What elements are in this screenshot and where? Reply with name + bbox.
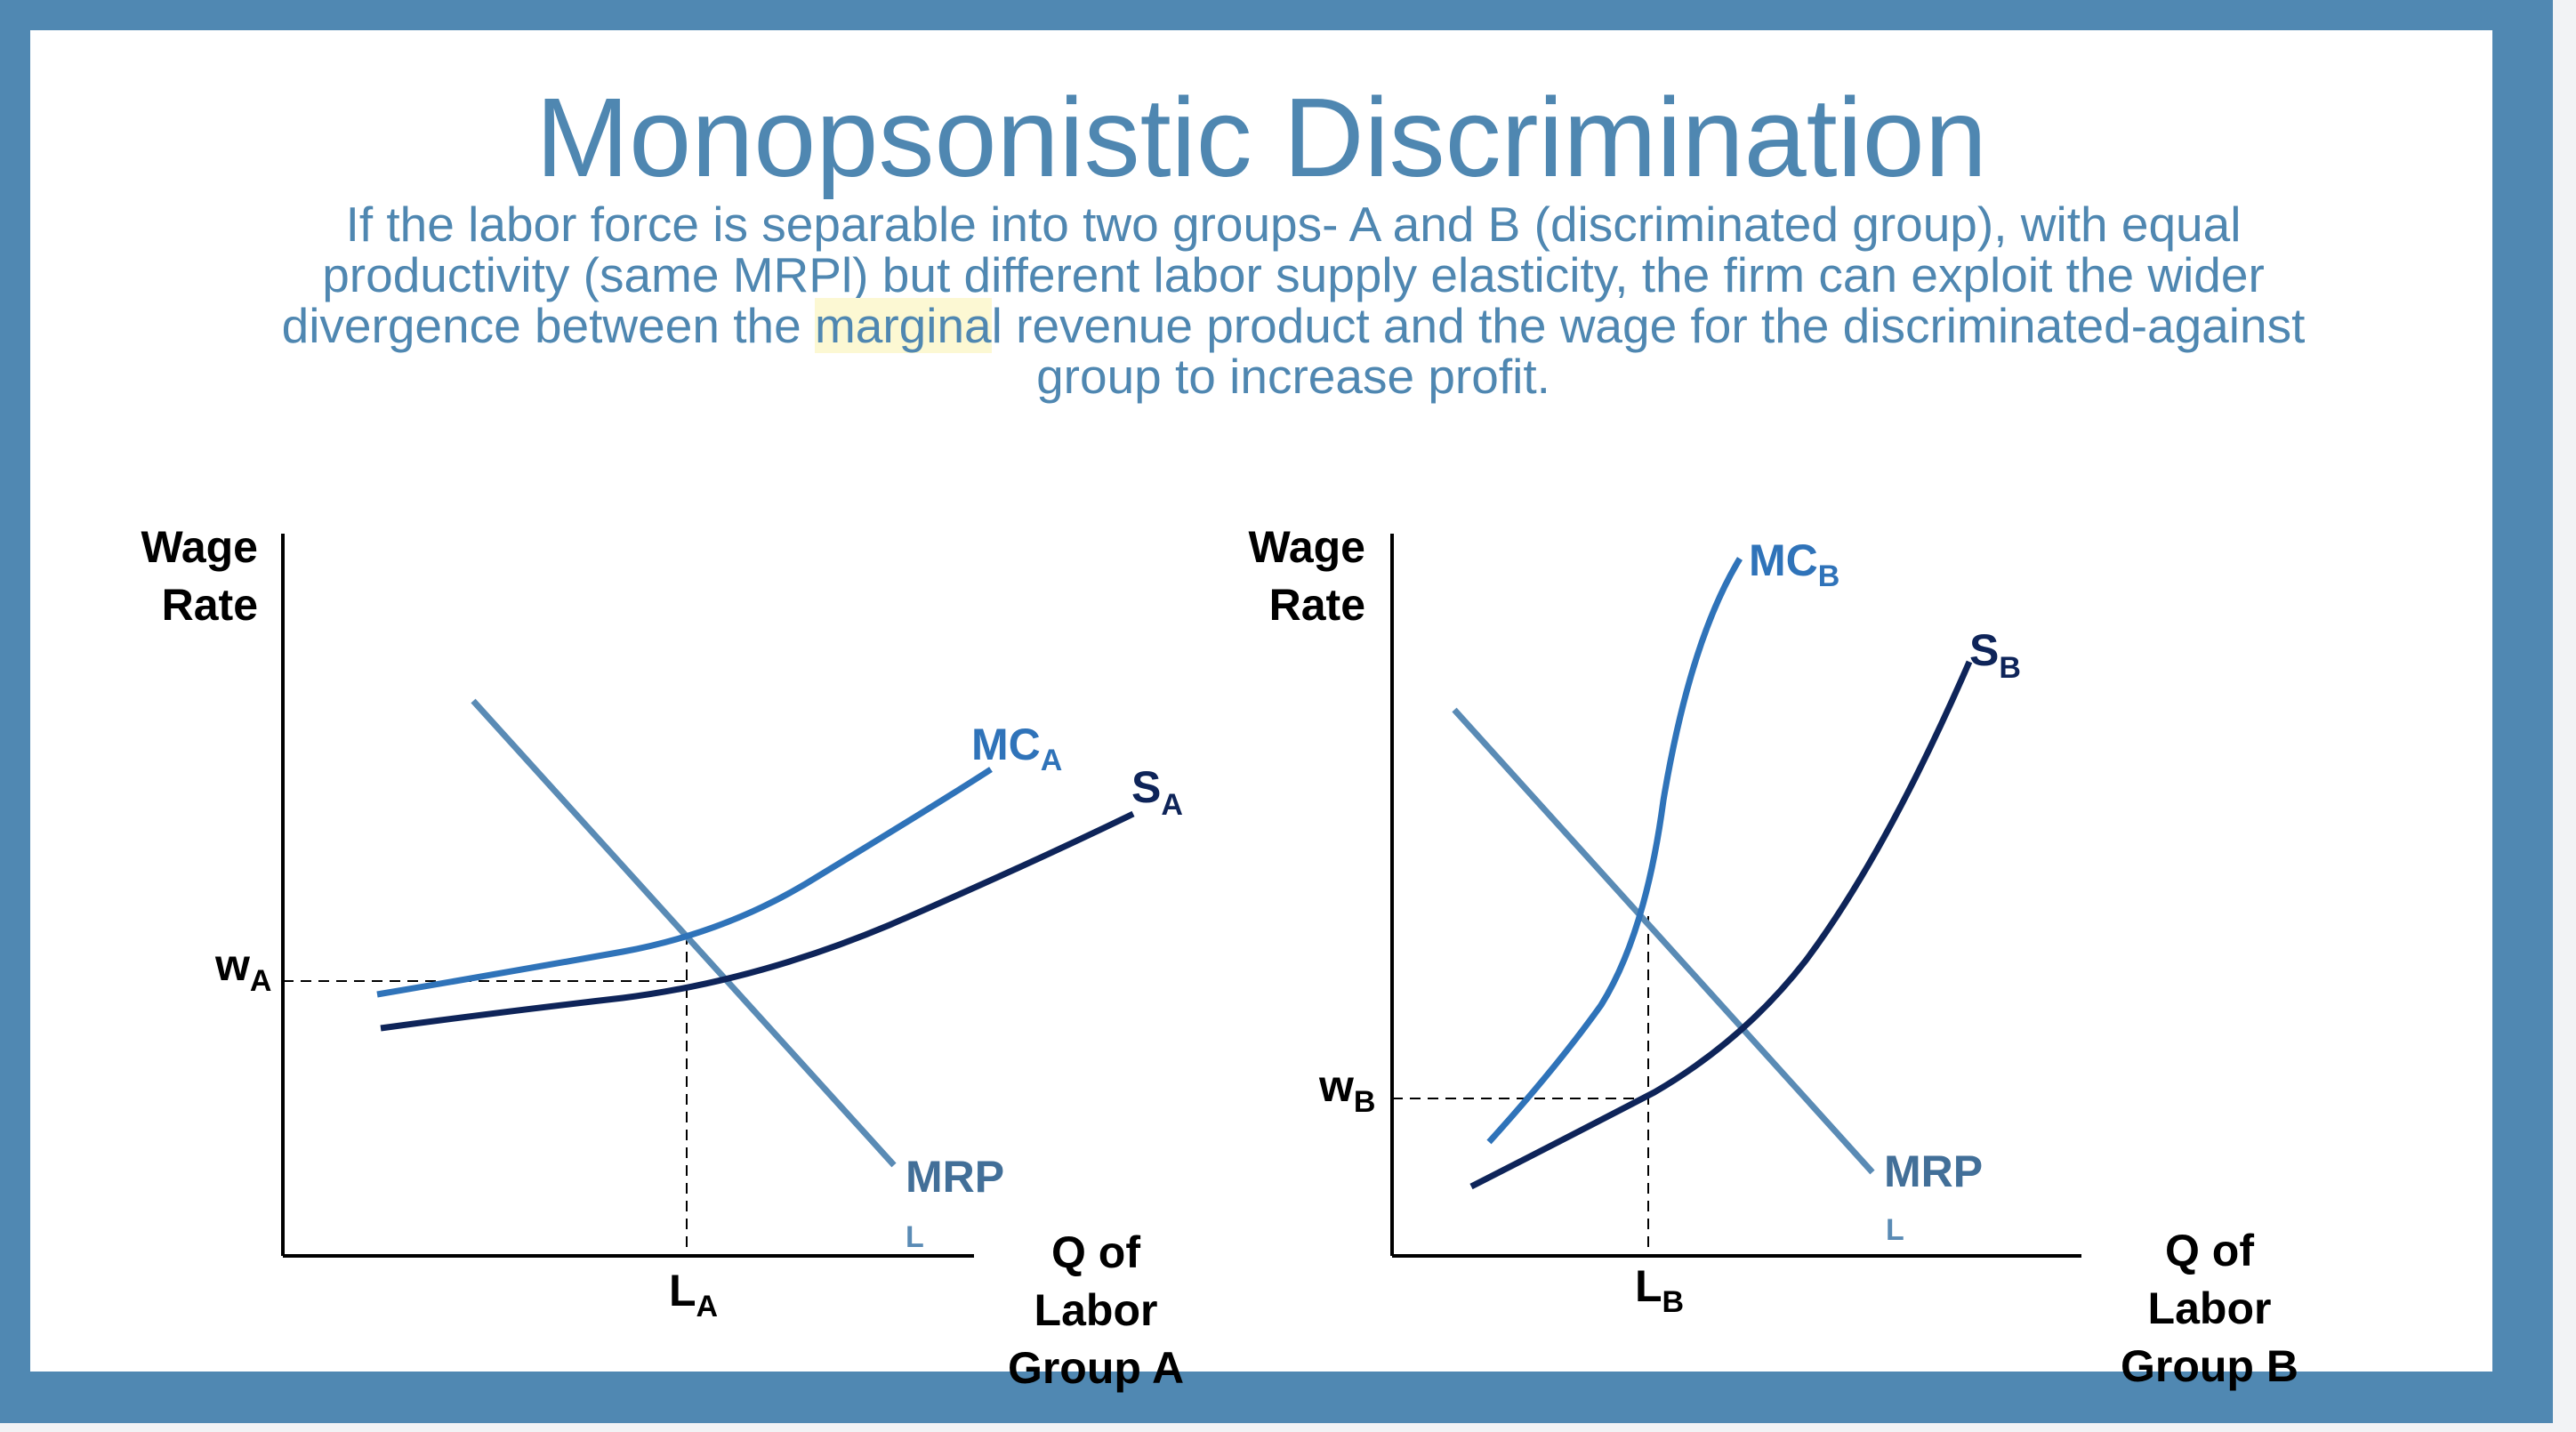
supply-label-a-text: S [1131, 762, 1161, 812]
mc-curve-b [1489, 559, 1740, 1142]
mc-label-b: MCB [1749, 535, 1839, 593]
supply-curve-b [1471, 662, 1969, 1187]
wage-label-a-subscript: A [250, 964, 272, 998]
quantity-label-b-subscript: B [1662, 1285, 1685, 1319]
supply-curve-a [381, 814, 1133, 1028]
y-axis-label-a-line2: Rate [162, 580, 258, 630]
quantity-label-a: LA [669, 1266, 718, 1323]
mc-label-a-subscript: A [1041, 744, 1063, 777]
mc-label-a: MCA [971, 720, 1062, 777]
y-axis-label-a-line1: Wage [141, 522, 259, 572]
quantity-label-b-text: L [1635, 1261, 1662, 1311]
wage-label-b-text: w [1318, 1061, 1354, 1111]
supply-label-a-subscript: A [1161, 788, 1183, 822]
quantity-label-a-text: L [669, 1266, 696, 1315]
diagram-group-b: Wage Rate Q of Labor Group B MCB SB MRP … [1249, 522, 2298, 1391]
wage-label-a: wA [214, 940, 271, 998]
quantity-label-a-subscript: A [696, 1290, 719, 1323]
quantity-label-b: LB [1635, 1261, 1684, 1319]
mrp-curve-a [473, 701, 894, 1165]
x-axis-label-b-line3: Group B [2121, 1341, 2298, 1391]
wage-label-b-subscript: B [1354, 1085, 1376, 1119]
supply-label-a: SA [1131, 762, 1183, 822]
mrp-label-b-subscript: L [1886, 1213, 1904, 1247]
wage-label-a-text: w [214, 940, 250, 990]
x-axis-label-a-line3: Group A [1008, 1343, 1184, 1393]
x-axis-label-a-line2: Labor [1034, 1285, 1158, 1335]
mrp-label-a-subscript: L [906, 1220, 924, 1254]
diagram-group-a: Wage Rate Q of Labor Group A MCA SA MRP … [141, 522, 1185, 1393]
x-axis-label-b-line2: Labor [2148, 1283, 2272, 1333]
y-axis-label-b-line2: Rate [1269, 580, 1365, 630]
x-axis-label-b-line1: Q of [2165, 1226, 2254, 1275]
mc-label-b-subscript: B [1818, 559, 1840, 593]
mc-label-b-text: MC [1749, 535, 1818, 585]
x-axis-label-a-line1: Q of [1051, 1227, 1140, 1277]
mc-label-a-text: MC [971, 720, 1041, 769]
wage-label-b: wB [1318, 1061, 1375, 1119]
supply-label-b: SB [1969, 625, 2021, 685]
mrp-curve-b [1454, 710, 1872, 1172]
mrp-label-b: MRP [1884, 1146, 1983, 1196]
y-axis-label-b-line1: Wage [1249, 522, 1366, 572]
mrp-label-a: MRP [906, 1152, 1004, 1202]
supply-label-b-subscript: B [1999, 651, 2021, 685]
supply-label-b-text: S [1969, 625, 1999, 675]
mc-curve-a [377, 769, 991, 994]
